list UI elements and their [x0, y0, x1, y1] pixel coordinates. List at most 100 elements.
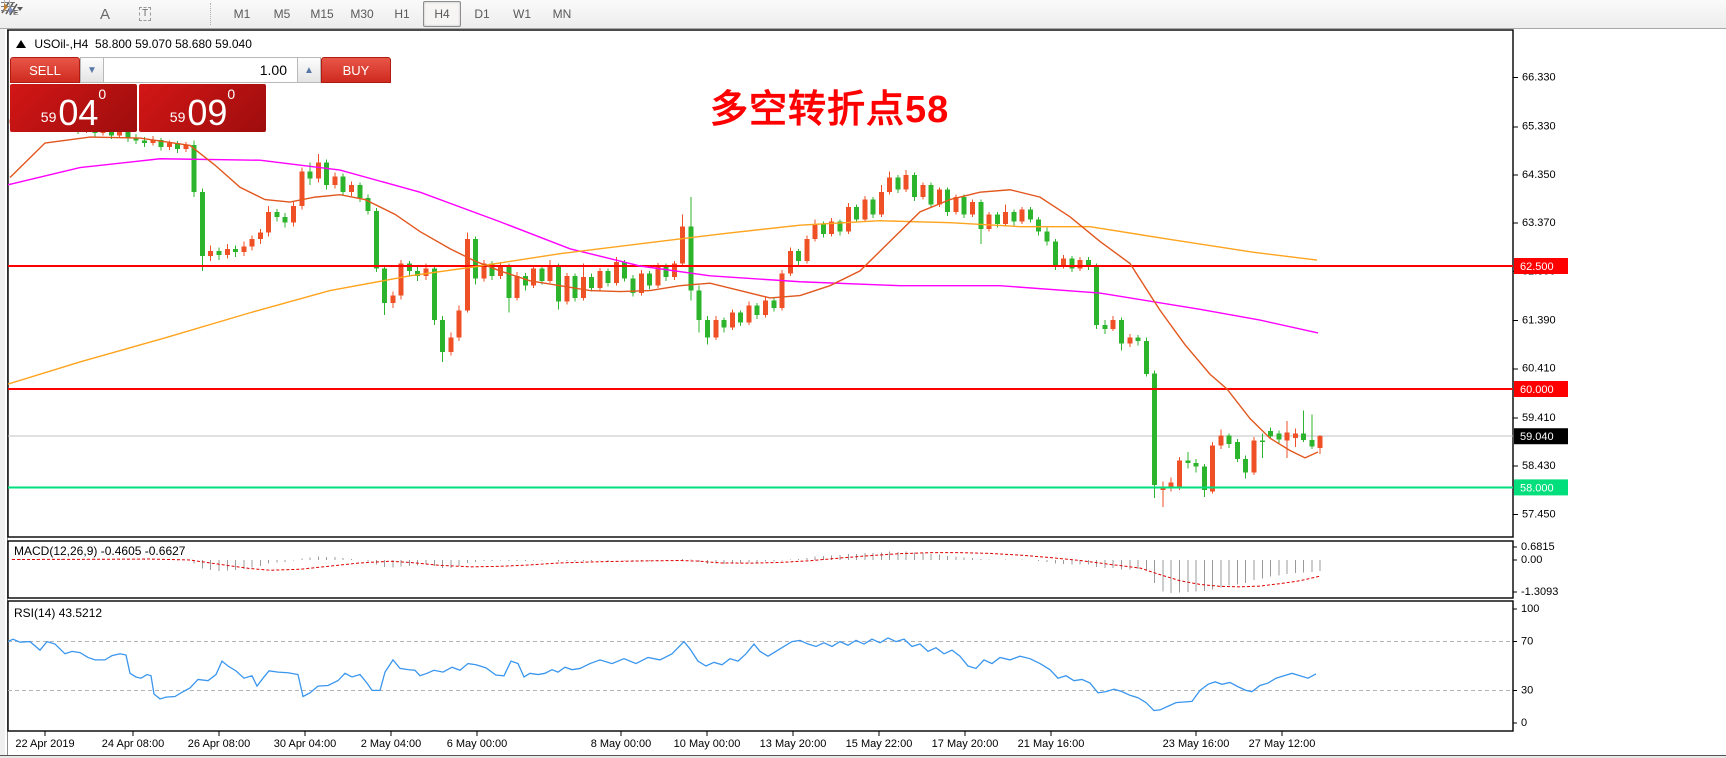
- candle-up: [920, 184, 926, 198]
- candle-down: [1259, 440, 1265, 443]
- macd-axis-label: 0.6815: [1521, 541, 1555, 553]
- ma-orange: [7, 220, 1318, 385]
- timeframe-d1[interactable]: D1: [474, 7, 490, 21]
- buy-price-box[interactable]: 59 09 0: [139, 84, 266, 132]
- candle-down: [1094, 266, 1100, 326]
- candle-down: [647, 273, 653, 286]
- candle-up: [514, 275, 520, 298]
- toolbar: E F A T M1 M5 M15 M30 H1 H4 D1 W1 MN: [0, 0, 1726, 29]
- svg-text:F: F: [13, 10, 17, 16]
- candle-down: [870, 199, 876, 215]
- candle-down: [1193, 462, 1199, 467]
- candle-down: [820, 224, 826, 235]
- ma-magenta: [7, 158, 1319, 334]
- candle-up: [953, 197, 959, 212]
- price-badge-label: 58.000: [1520, 482, 1554, 494]
- timeframe-w1[interactable]: W1: [513, 7, 531, 21]
- candle-down: [1268, 430, 1274, 437]
- time-label: 10 May 00:00: [674, 738, 741, 750]
- timeframe-h4[interactable]: H4: [423, 1, 461, 27]
- rsi-panel[interactable]: [7, 600, 1514, 732]
- candle-up: [1218, 435, 1224, 446]
- candle-down: [307, 171, 313, 179]
- candle-up: [241, 246, 247, 253]
- candle-up: [762, 300, 768, 316]
- candle-up: [878, 192, 884, 215]
- candle-up: [1210, 445, 1216, 492]
- candle-down: [1276, 433, 1282, 440]
- buy-price-big: 09: [187, 92, 228, 133]
- time-label: 8 May 00:00: [591, 738, 652, 750]
- price-tick-label: 60.410: [1522, 363, 1556, 375]
- time-label: 2 May 04:00: [361, 738, 422, 750]
- candle-down: [1011, 211, 1017, 222]
- candle-up: [713, 320, 719, 338]
- symbol-name: USOil-,H4: [34, 37, 89, 51]
- candle-down: [382, 268, 388, 303]
- candle-up: [464, 238, 470, 311]
- timeframe-m30[interactable]: M30: [350, 7, 374, 21]
- buy-price-sup: 0: [227, 86, 236, 102]
- arrange-arrows-icon[interactable]: [4, 1, 204, 27]
- macd-main-value: -0.4605: [100, 544, 142, 558]
- candle-up: [986, 214, 992, 230]
- toolbar-separator: [210, 3, 217, 25]
- sell-price-box[interactable]: 59 04 0: [10, 84, 137, 132]
- candle-down: [357, 184, 363, 199]
- price-tick-label: 64.350: [1522, 169, 1556, 181]
- price-badge: [1514, 381, 1568, 397]
- candle-down: [854, 206, 860, 220]
- candle-down: [589, 276, 595, 289]
- candle-up: [398, 263, 404, 296]
- buy-button[interactable]: BUY: [321, 57, 391, 83]
- candle-up: [117, 132, 123, 136]
- candle-down: [605, 270, 611, 284]
- timeframe-bar: M1 M5 M15 M30 H1 H4 D1 W1 MN: [223, 1, 581, 27]
- price-badge: [1514, 428, 1568, 445]
- candle-down: [158, 140, 164, 147]
- candle-up: [348, 184, 354, 193]
- candle-up: [969, 202, 975, 215]
- candle-up: [448, 337, 454, 353]
- candle-down: [539, 268, 545, 281]
- candle-up: [1168, 482, 1174, 487]
- time-label: 26 Apr 08:00: [188, 738, 250, 750]
- candle-down: [141, 140, 147, 143]
- candle-down: [1119, 320, 1125, 344]
- candle-up: [1251, 440, 1257, 473]
- font-a-icon[interactable]: A: [99, 5, 110, 23]
- timeframe-m5[interactable]: M5: [273, 7, 291, 21]
- candle-up: [291, 205, 297, 223]
- candle-up: [249, 238, 255, 247]
- timeframe-m15[interactable]: M15: [310, 7, 334, 21]
- candle-up: [655, 266, 661, 286]
- volume-down-button[interactable]: ▼: [80, 57, 104, 83]
- price-tick-label: 58.430: [1522, 460, 1556, 472]
- candle-down: [522, 275, 528, 286]
- candle-down: [978, 202, 984, 230]
- candle-down: [1044, 231, 1050, 242]
- sell-price-small: 59: [40, 109, 57, 125]
- candle-up: [257, 232, 263, 239]
- candle-down: [1102, 325, 1108, 329]
- text-box-icon[interactable]: T: [126, 1, 164, 27]
- candle-down: [125, 132, 131, 139]
- timeframe-h1[interactable]: H1: [394, 7, 410, 21]
- price-tick-label: 59.410: [1522, 412, 1556, 424]
- timeframe-mn[interactable]: MN: [552, 7, 572, 21]
- time-label: 27 May 12:00: [1249, 738, 1316, 750]
- time-label: 30 Apr 04:00: [274, 738, 336, 750]
- sell-button[interactable]: SELL: [10, 57, 80, 83]
- candle-up: [1317, 436, 1323, 449]
- candle-up: [150, 140, 156, 143]
- candle-down: [1069, 258, 1075, 269]
- volume-input[interactable]: [104, 57, 297, 83]
- candle-down: [373, 210, 379, 269]
- candle-up: [862, 199, 868, 220]
- candle-down: [440, 320, 446, 353]
- candle-down: [928, 184, 934, 205]
- candle-up: [887, 177, 893, 193]
- price-tick-label: 65.330: [1522, 121, 1556, 133]
- volume-up-button[interactable]: ▲: [297, 57, 321, 83]
- timeframe-m1[interactable]: M1: [233, 7, 251, 21]
